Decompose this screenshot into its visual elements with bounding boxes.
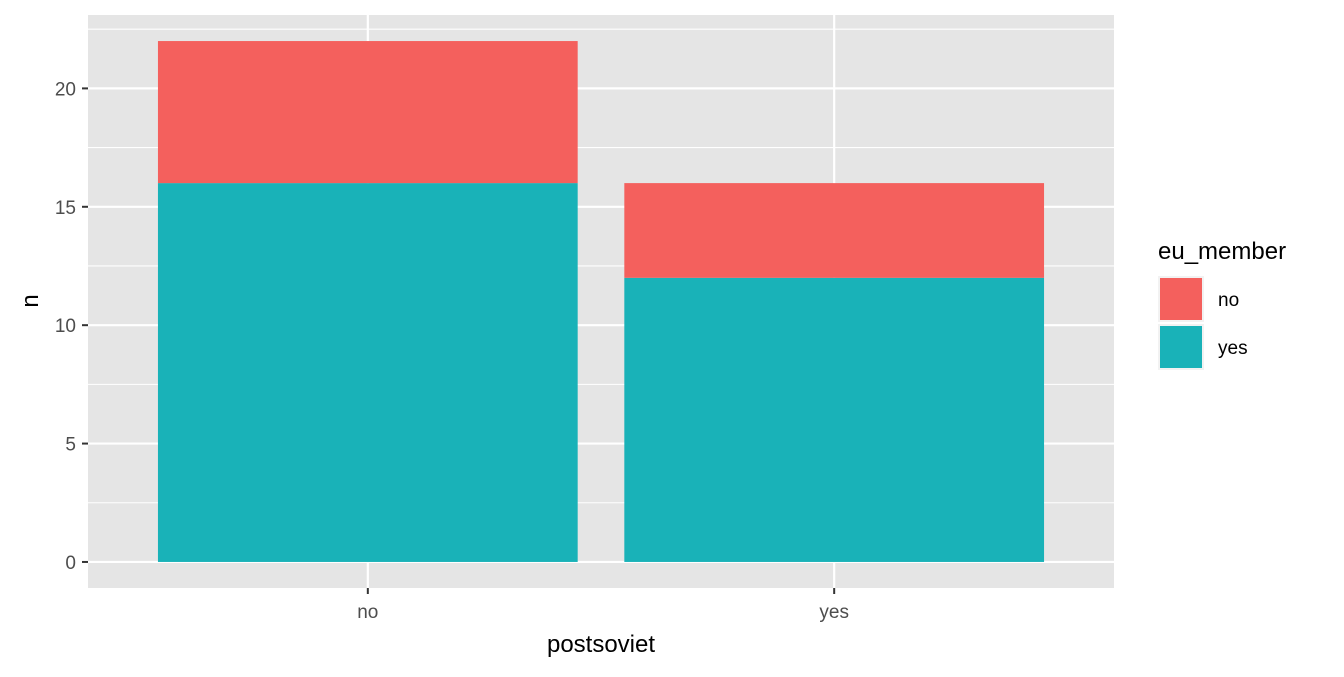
bar-no-yes bbox=[157, 183, 578, 562]
x-axis-title: postsoviet bbox=[547, 631, 655, 658]
x-tick-label: no bbox=[357, 602, 378, 623]
bar-yes-yes bbox=[624, 277, 1045, 562]
legend-label-no: no bbox=[1218, 290, 1239, 311]
y-axis-title: n bbox=[17, 294, 44, 307]
x-axis: no yes bbox=[357, 588, 849, 623]
legend-label-yes: yes bbox=[1218, 338, 1248, 359]
y-tick-label: 10 bbox=[55, 316, 76, 337]
y-tick-label: 5 bbox=[65, 435, 76, 456]
bars bbox=[157, 41, 1045, 562]
legend-swatch-no bbox=[1160, 278, 1202, 320]
legend-swatch-yes bbox=[1160, 326, 1202, 368]
y-tick-label: 0 bbox=[65, 553, 76, 574]
x-tick-label: yes bbox=[819, 602, 849, 623]
bar-no-no bbox=[157, 41, 578, 184]
y-axis: 0 5 10 15 20 bbox=[55, 79, 88, 574]
y-tick-label: 20 bbox=[55, 79, 76, 100]
y-tick-label: 15 bbox=[55, 198, 76, 219]
legend-title: eu_member bbox=[1158, 238, 1286, 265]
legend: eu_member no yes bbox=[1158, 238, 1286, 370]
bar-yes-no bbox=[624, 183, 1045, 278]
